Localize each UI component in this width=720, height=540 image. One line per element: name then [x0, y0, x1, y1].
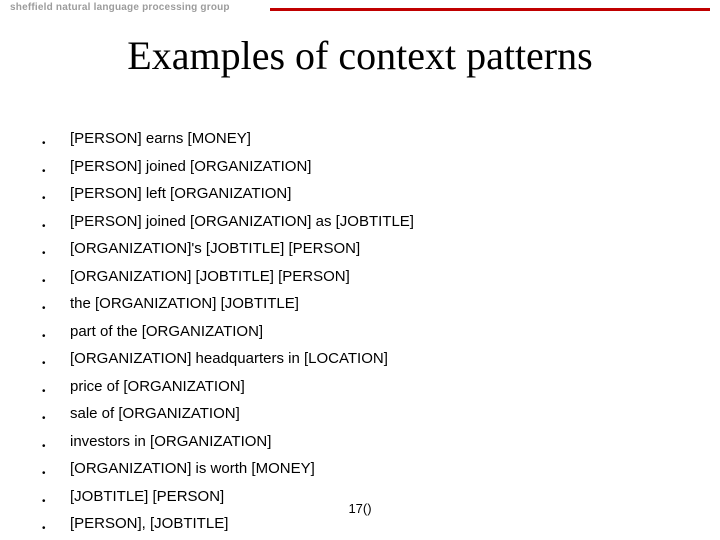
list-item-text: part of the [ORGANIZATION]: [70, 321, 263, 344]
list-item: •the [ORGANIZATION] [JOBTITLE]: [42, 293, 662, 321]
slide-footer: 17(): [0, 501, 720, 516]
list-item-text: price of [ORGANIZATION]: [70, 376, 245, 399]
bullet-icon: •: [42, 348, 70, 376]
list-item: •[ORGANIZATION]'s [JOBTITLE] [PERSON]: [42, 238, 662, 266]
list-item: •[PERSON] left [ORGANIZATION]: [42, 183, 662, 211]
list-item: •[PERSON] joined [ORGANIZATION]: [42, 156, 662, 184]
list-item: •[ORGANIZATION] is worth [MONEY]: [42, 458, 662, 486]
list-item-text: [PERSON], [JOBTITLE]: [70, 513, 228, 536]
list-item: •part of the [ORGANIZATION]: [42, 321, 662, 349]
bullet-icon: •: [42, 128, 70, 156]
list-item: •[ORGANIZATION] [JOBTITLE] [PERSON]: [42, 266, 662, 294]
list-item: •[PERSON] earns [MONEY]: [42, 128, 662, 156]
slide-title: Examples of context patterns: [0, 32, 720, 79]
bullet-icon: •: [42, 183, 70, 211]
list-item: •sale of [ORGANIZATION]: [42, 403, 662, 431]
list-item-text: [PERSON] joined [ORGANIZATION] as [JOBTI…: [70, 211, 414, 234]
bullet-icon: •: [42, 266, 70, 294]
bullet-icon: •: [42, 403, 70, 431]
bullet-icon: •: [42, 458, 70, 486]
list-item-text: [ORGANIZATION] [JOBTITLE] [PERSON]: [70, 266, 350, 289]
list-item-text: sale of [ORGANIZATION]: [70, 403, 240, 426]
list-item-text: [ORGANIZATION] headquarters in [LOCATION…: [70, 348, 388, 371]
header-group-text: sheffield natural language processing gr…: [10, 2, 230, 13]
bullet-icon: •: [42, 156, 70, 184]
header-rule: [270, 8, 710, 11]
pattern-list: •[PERSON] earns [MONEY]•[PERSON] joined …: [42, 128, 662, 540]
bullet-icon: •: [42, 238, 70, 266]
list-item-text: [PERSON] joined [ORGANIZATION]: [70, 156, 311, 179]
list-item: •[PERSON] joined [ORGANIZATION] as [JOBT…: [42, 211, 662, 239]
list-item: •[PERSON], [JOBTITLE]: [42, 513, 662, 540]
bullet-icon: •: [42, 513, 70, 540]
list-item-text: [ORGANIZATION] is worth [MONEY]: [70, 458, 315, 481]
bullet-icon: •: [42, 431, 70, 459]
list-item-text: [PERSON] earns [MONEY]: [70, 128, 251, 151]
list-item: •investors in [ORGANIZATION]: [42, 431, 662, 459]
list-item: •[ORGANIZATION] headquarters in [LOCATIO…: [42, 348, 662, 376]
list-item-text: the [ORGANIZATION] [JOBTITLE]: [70, 293, 299, 316]
list-item: •price of [ORGANIZATION]: [42, 376, 662, 404]
bullet-icon: •: [42, 211, 70, 239]
slide-header: sheffield natural language processing gr…: [0, 0, 720, 20]
bullet-icon: •: [42, 293, 70, 321]
bullet-icon: •: [42, 376, 70, 404]
list-item-text: [ORGANIZATION]'s [JOBTITLE] [PERSON]: [70, 238, 360, 261]
list-item-text: [PERSON] left [ORGANIZATION]: [70, 183, 291, 206]
bullet-icon: •: [42, 321, 70, 349]
list-item-text: investors in [ORGANIZATION]: [70, 431, 271, 454]
